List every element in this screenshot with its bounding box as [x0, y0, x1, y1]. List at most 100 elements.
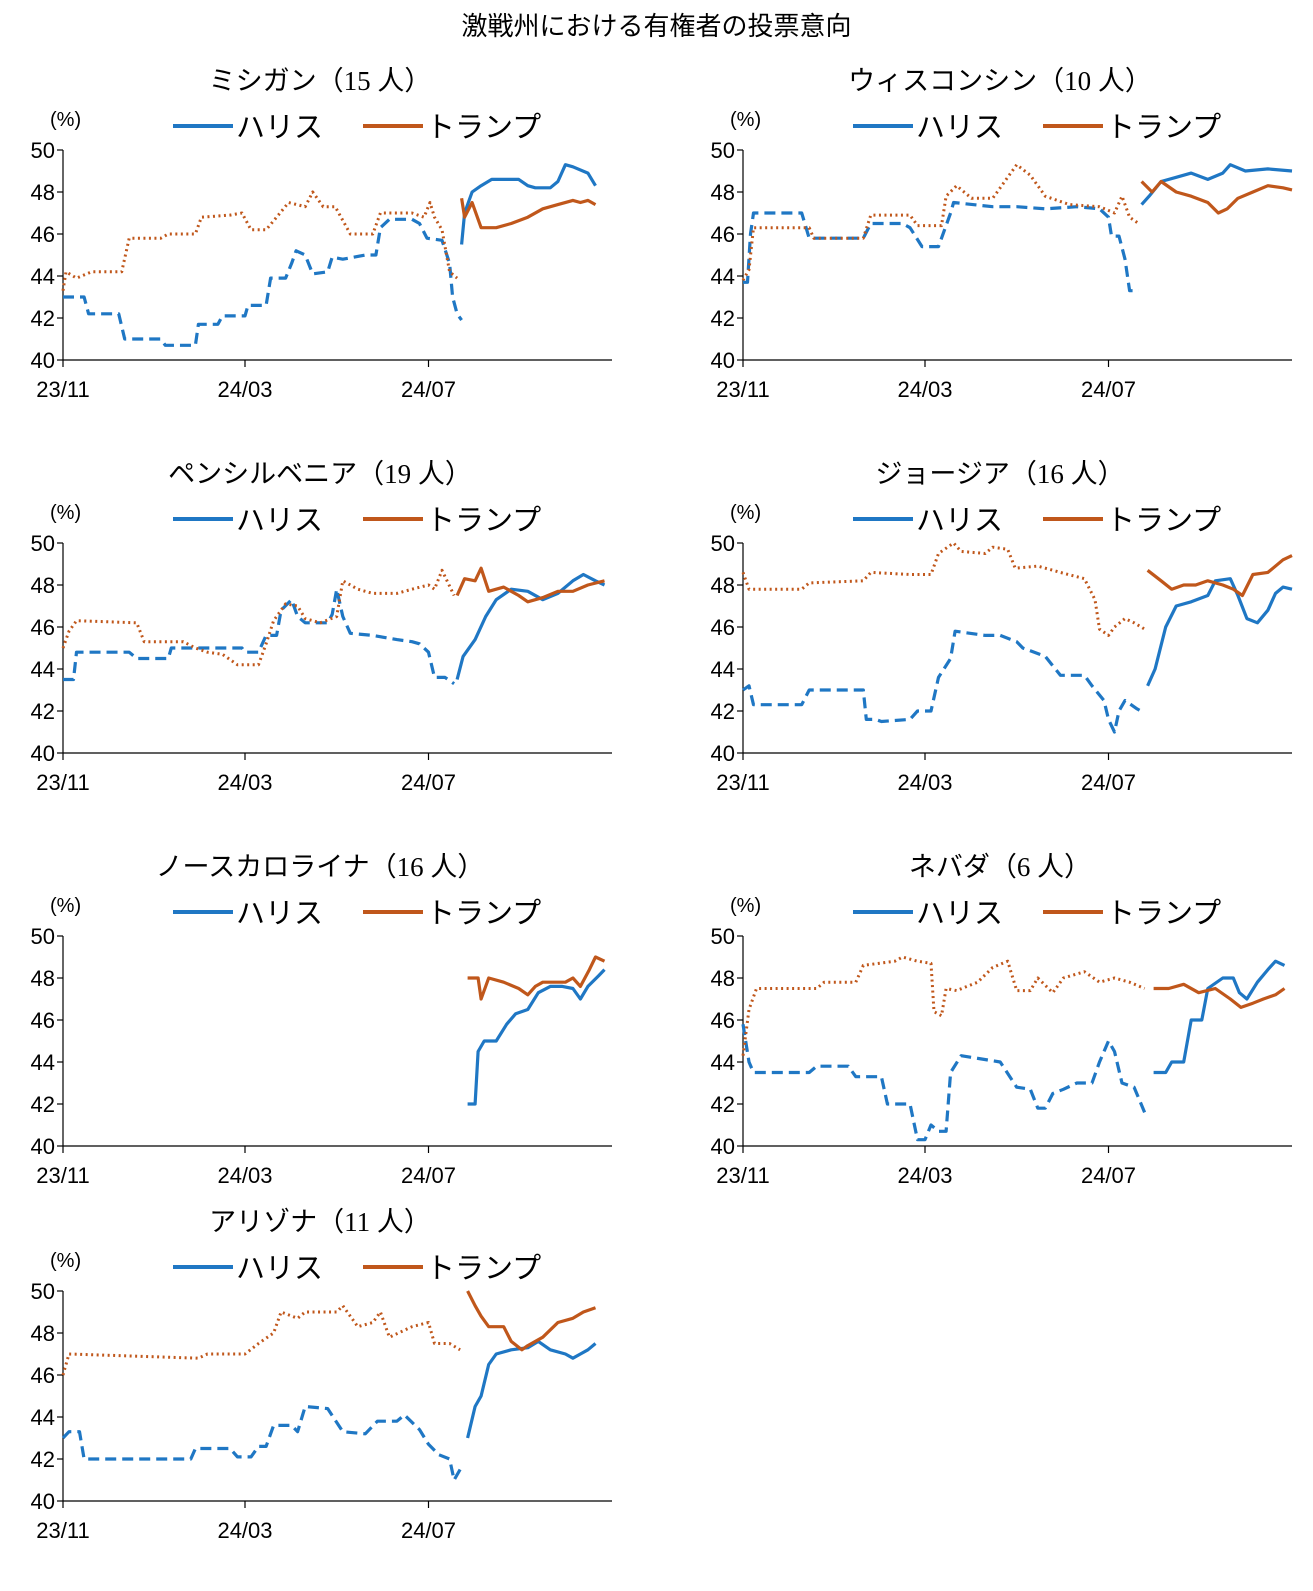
panel-title: ジョージア（16 人） — [875, 459, 1124, 489]
series-line-trump-after — [466, 1290, 597, 1352]
series-line-trump-after — [467, 955, 606, 1001]
legend-label-trump: トランプ — [1106, 898, 1221, 930]
x-tick-label: 23/11 — [36, 1518, 89, 1543]
x-tick-label: 24/03 — [897, 377, 952, 402]
series-line-trump-after — [1153, 982, 1286, 1009]
y-tick-label: 46 — [711, 1008, 735, 1033]
y-tick-label: 44 — [31, 1050, 55, 1075]
legend-label-trump: トランプ — [426, 898, 541, 930]
x-tick-label: 24/07 — [401, 1518, 456, 1543]
x-tick-label: 24/07 — [1081, 1163, 1136, 1188]
series-line-harris-after — [467, 968, 606, 1106]
series-line-harris-before — [743, 200, 1139, 293]
y-tick-label: 48 — [31, 573, 55, 598]
x-tick-label: 23/11 — [716, 377, 769, 402]
series-line-harris-after — [455, 572, 606, 680]
y-tick-label: 46 — [31, 1008, 55, 1033]
y-tick-label: 48 — [711, 573, 735, 598]
series-line-harris-before — [63, 217, 463, 347]
chart-svg: アリゾナ（11 人） (%) ハリス トランプ 40 42 44 46 48 50 23/11 24/… — [31, 1207, 612, 1543]
y-tick-label: 50 — [711, 138, 735, 163]
legend-label-trump: トランプ — [426, 1253, 541, 1285]
y-tick-label: 48 — [31, 1321, 55, 1346]
y-tick-label: 44 — [711, 1050, 735, 1075]
x-tick-label: 23/11 — [716, 770, 769, 795]
y-tick-label: 44 — [31, 1405, 55, 1430]
panel-title: ネバダ（6 人） — [909, 852, 1091, 882]
x-tick-label: 24/03 — [217, 377, 272, 402]
legend: ハリス トランプ — [173, 1253, 541, 1285]
series-line-harris-after — [460, 163, 597, 245]
legend-label-trump: トランプ — [426, 505, 541, 537]
x-tick-label: 24/03 — [217, 1163, 272, 1188]
y-unit-label: (%) — [50, 1250, 81, 1272]
y-tick-label: 42 — [711, 306, 735, 331]
y-tick-label: 46 — [711, 615, 735, 640]
y-tick-label: 40 — [31, 741, 55, 766]
panel-title: ノースカロライナ（16 人） — [156, 852, 485, 882]
series-line-trump-before — [741, 955, 1146, 1056]
legend-label-harris: ハリス — [916, 898, 1003, 930]
chart-svg: ペンシルベニア（19 人） (%) ハリス トランプ 40 42 44 46 48 50 23/11… — [31, 459, 612, 795]
series-line-trump-before — [741, 541, 1146, 637]
y-tick-label: 42 — [711, 699, 735, 724]
y-tick-label: 50 — [31, 1279, 55, 1304]
panel-title: アリゾナ（11 人） — [209, 1207, 431, 1237]
legend: ハリス トランプ — [853, 898, 1221, 930]
y-tick-label: 50 — [31, 924, 55, 949]
x-tick-label: 24/03 — [897, 770, 952, 795]
series-line-harris-before — [741, 1023, 1147, 1142]
x-tick-label: 24/07 — [1081, 377, 1136, 402]
y-tick-label: 40 — [31, 1134, 55, 1159]
series-line-harris-before — [742, 629, 1146, 734]
series-line-harris-before — [63, 587, 456, 686]
series-line-trump-before — [741, 163, 1140, 281]
x-tick-label: 23/11 — [716, 1163, 769, 1188]
y-tick-label: 44 — [31, 264, 55, 289]
legend: ハリス トランプ — [173, 112, 541, 144]
x-tick-label: 23/11 — [36, 770, 89, 795]
chart-svg: ジョージア（16 人） (%) ハリス トランプ 40 42 44 46 48 50 23/11 24… — [711, 459, 1293, 795]
y-tick-label: 46 — [31, 222, 55, 247]
y-tick-label: 40 — [711, 348, 735, 373]
y-unit-label: (%) — [730, 895, 761, 917]
y-tick-label: 42 — [31, 699, 55, 724]
y-tick-label: 44 — [711, 264, 735, 289]
y-tick-label: 48 — [711, 180, 735, 205]
series-line-harris-after — [466, 1339, 597, 1439]
legend-label-trump: トランプ — [426, 112, 541, 144]
chart-panel: ネバダ（6 人） (%) ハリス トランプ 40 42 44 46 48 50 23/11 24/03… — [680, 846, 1313, 1236]
series-line-trump-after — [455, 566, 605, 604]
chart-main-title: 激戦州における有権者の投票意向 — [461, 12, 852, 41]
y-tick-label: 42 — [711, 1092, 735, 1117]
series-line-harris-after — [1153, 959, 1286, 1075]
y-tick-label: 50 — [31, 138, 55, 163]
legend-label-harris: ハリス — [916, 112, 1003, 144]
series-line-harris-before — [61, 1404, 462, 1482]
series-line-trump-before — [61, 1304, 461, 1376]
legend: ハリス トランプ — [173, 898, 541, 930]
y-tick-label: 40 — [711, 741, 735, 766]
y-unit-label: (%) — [730, 109, 761, 131]
chart-panel: ペンシルベニア（19 人） (%) ハリス トランプ 40 42 44 46 48 50 23/11… — [0, 453, 640, 843]
legend-label-harris: ハリス — [236, 898, 323, 930]
series-line-trump-after — [460, 198, 597, 230]
series-line-trump-before — [61, 190, 459, 291]
y-unit-label: (%) — [50, 109, 81, 131]
chart-panel: ジョージア（16 人） (%) ハリス トランプ 40 42 44 46 48 50 23/11 24… — [680, 453, 1313, 843]
x-tick-label: 24/07 — [1081, 770, 1136, 795]
y-tick-label: 42 — [31, 306, 55, 331]
y-tick-label: 50 — [31, 531, 55, 556]
y-tick-label: 44 — [711, 657, 735, 682]
x-tick-label: 24/03 — [217, 770, 272, 795]
y-tick-label: 48 — [711, 966, 735, 991]
x-tick-label: 24/03 — [217, 1518, 272, 1543]
y-unit-label: (%) — [50, 895, 81, 917]
x-tick-label: 24/03 — [897, 1163, 952, 1188]
y-unit-label: (%) — [50, 502, 81, 524]
y-tick-label: 40 — [31, 348, 55, 373]
x-tick-label: 24/07 — [401, 377, 456, 402]
panel-title: ウィスコンシン（10 人） — [848, 66, 1152, 96]
y-tick-label: 40 — [31, 1489, 55, 1514]
series-line-trump-before — [61, 568, 456, 667]
